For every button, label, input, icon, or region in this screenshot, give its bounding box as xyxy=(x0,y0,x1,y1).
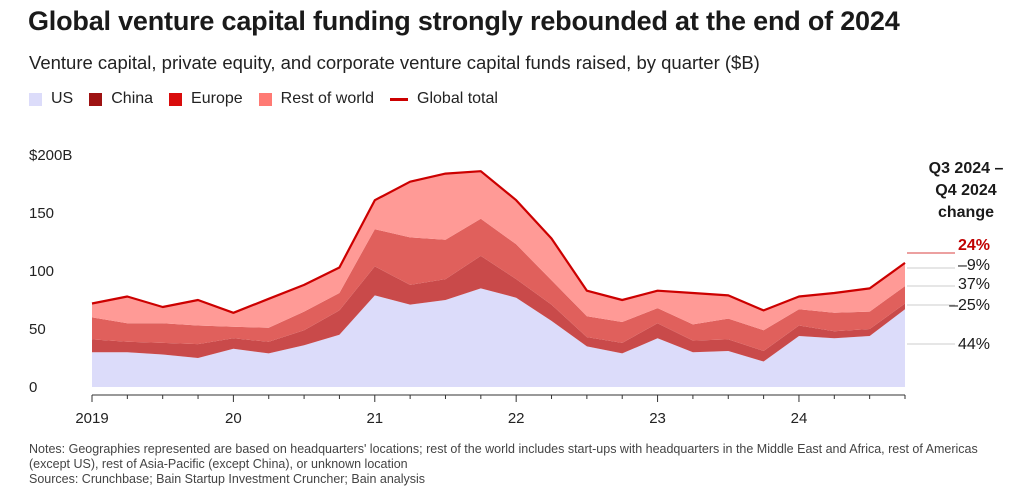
y-tick-label: 0 xyxy=(29,379,37,396)
legend-label-china: China xyxy=(111,90,154,107)
change-header-line-3: change xyxy=(937,204,994,221)
legend-swatch-china xyxy=(89,92,103,106)
stacked-areas xyxy=(91,170,906,387)
chart-title: Global venture capital funding strongly … xyxy=(28,6,900,36)
change-header-line-1: Q3 2024 – xyxy=(928,160,1004,177)
x-axis: 2019 20 21 22 23 24 xyxy=(75,394,906,427)
change-header-line-2: Q4 2024 xyxy=(935,182,997,199)
change-connectors xyxy=(907,252,955,345)
chart-subtitle: Venture capital, private equity, and cor… xyxy=(29,52,760,73)
legend-label-europe: Europe xyxy=(191,90,243,107)
legend-label-total: Global total xyxy=(417,90,498,107)
change-rest-of-world: 24% xyxy=(957,237,990,254)
legend-line-total xyxy=(390,97,409,101)
y-tick-label: 100 xyxy=(29,263,54,280)
notes-text: Notes: Geographies represented are based… xyxy=(29,442,978,471)
area-us xyxy=(92,288,905,387)
legend-item-rest: Rest of world xyxy=(258,90,375,108)
y-tick-label: 50 xyxy=(29,321,46,338)
legend-label-rest: Rest of world xyxy=(280,90,375,107)
legend-item-europe: Europe xyxy=(169,90,243,108)
change-china: 37% xyxy=(957,276,990,293)
legend-swatch-europe xyxy=(169,92,183,106)
legend-label-us: US xyxy=(51,90,74,107)
legend-item-us: US xyxy=(29,90,73,108)
change-us: 44% xyxy=(957,336,990,353)
legend-item-total: Global total xyxy=(390,90,498,108)
area-rest-of-world xyxy=(92,171,905,331)
x-tick-label: 24 xyxy=(791,410,808,427)
x-tick-label: 2019 xyxy=(75,410,108,427)
global-total-line xyxy=(91,170,906,314)
legend-item-china: China xyxy=(89,90,153,108)
sources-text: Sources: Crunchbase; Bain Startup Invest… xyxy=(29,472,426,486)
y-tick-label: 150 xyxy=(29,205,54,222)
change-header: Q3 2024 – Q4 2024 change xyxy=(912,158,1020,224)
area-china xyxy=(92,255,905,362)
y-axis-ticks: $200B 150 100 50 0 xyxy=(29,147,72,396)
legend: US China Europe Rest of world Global tot… xyxy=(29,90,514,108)
change-europe: –9% xyxy=(957,257,990,274)
area-europe xyxy=(92,218,905,351)
notes: Notes: Geographies represented are based… xyxy=(29,442,1014,487)
x-tick-label: 22 xyxy=(508,410,525,427)
legend-swatch-us xyxy=(29,92,42,106)
x-tick-label: 21 xyxy=(366,410,383,427)
x-tick-label: 23 xyxy=(649,410,666,427)
change-us-alt: –25% xyxy=(949,297,990,314)
y-tick-label: $200B xyxy=(29,147,72,164)
x-tick-label: 20 xyxy=(225,410,242,427)
legend-swatch-rest xyxy=(258,92,272,106)
